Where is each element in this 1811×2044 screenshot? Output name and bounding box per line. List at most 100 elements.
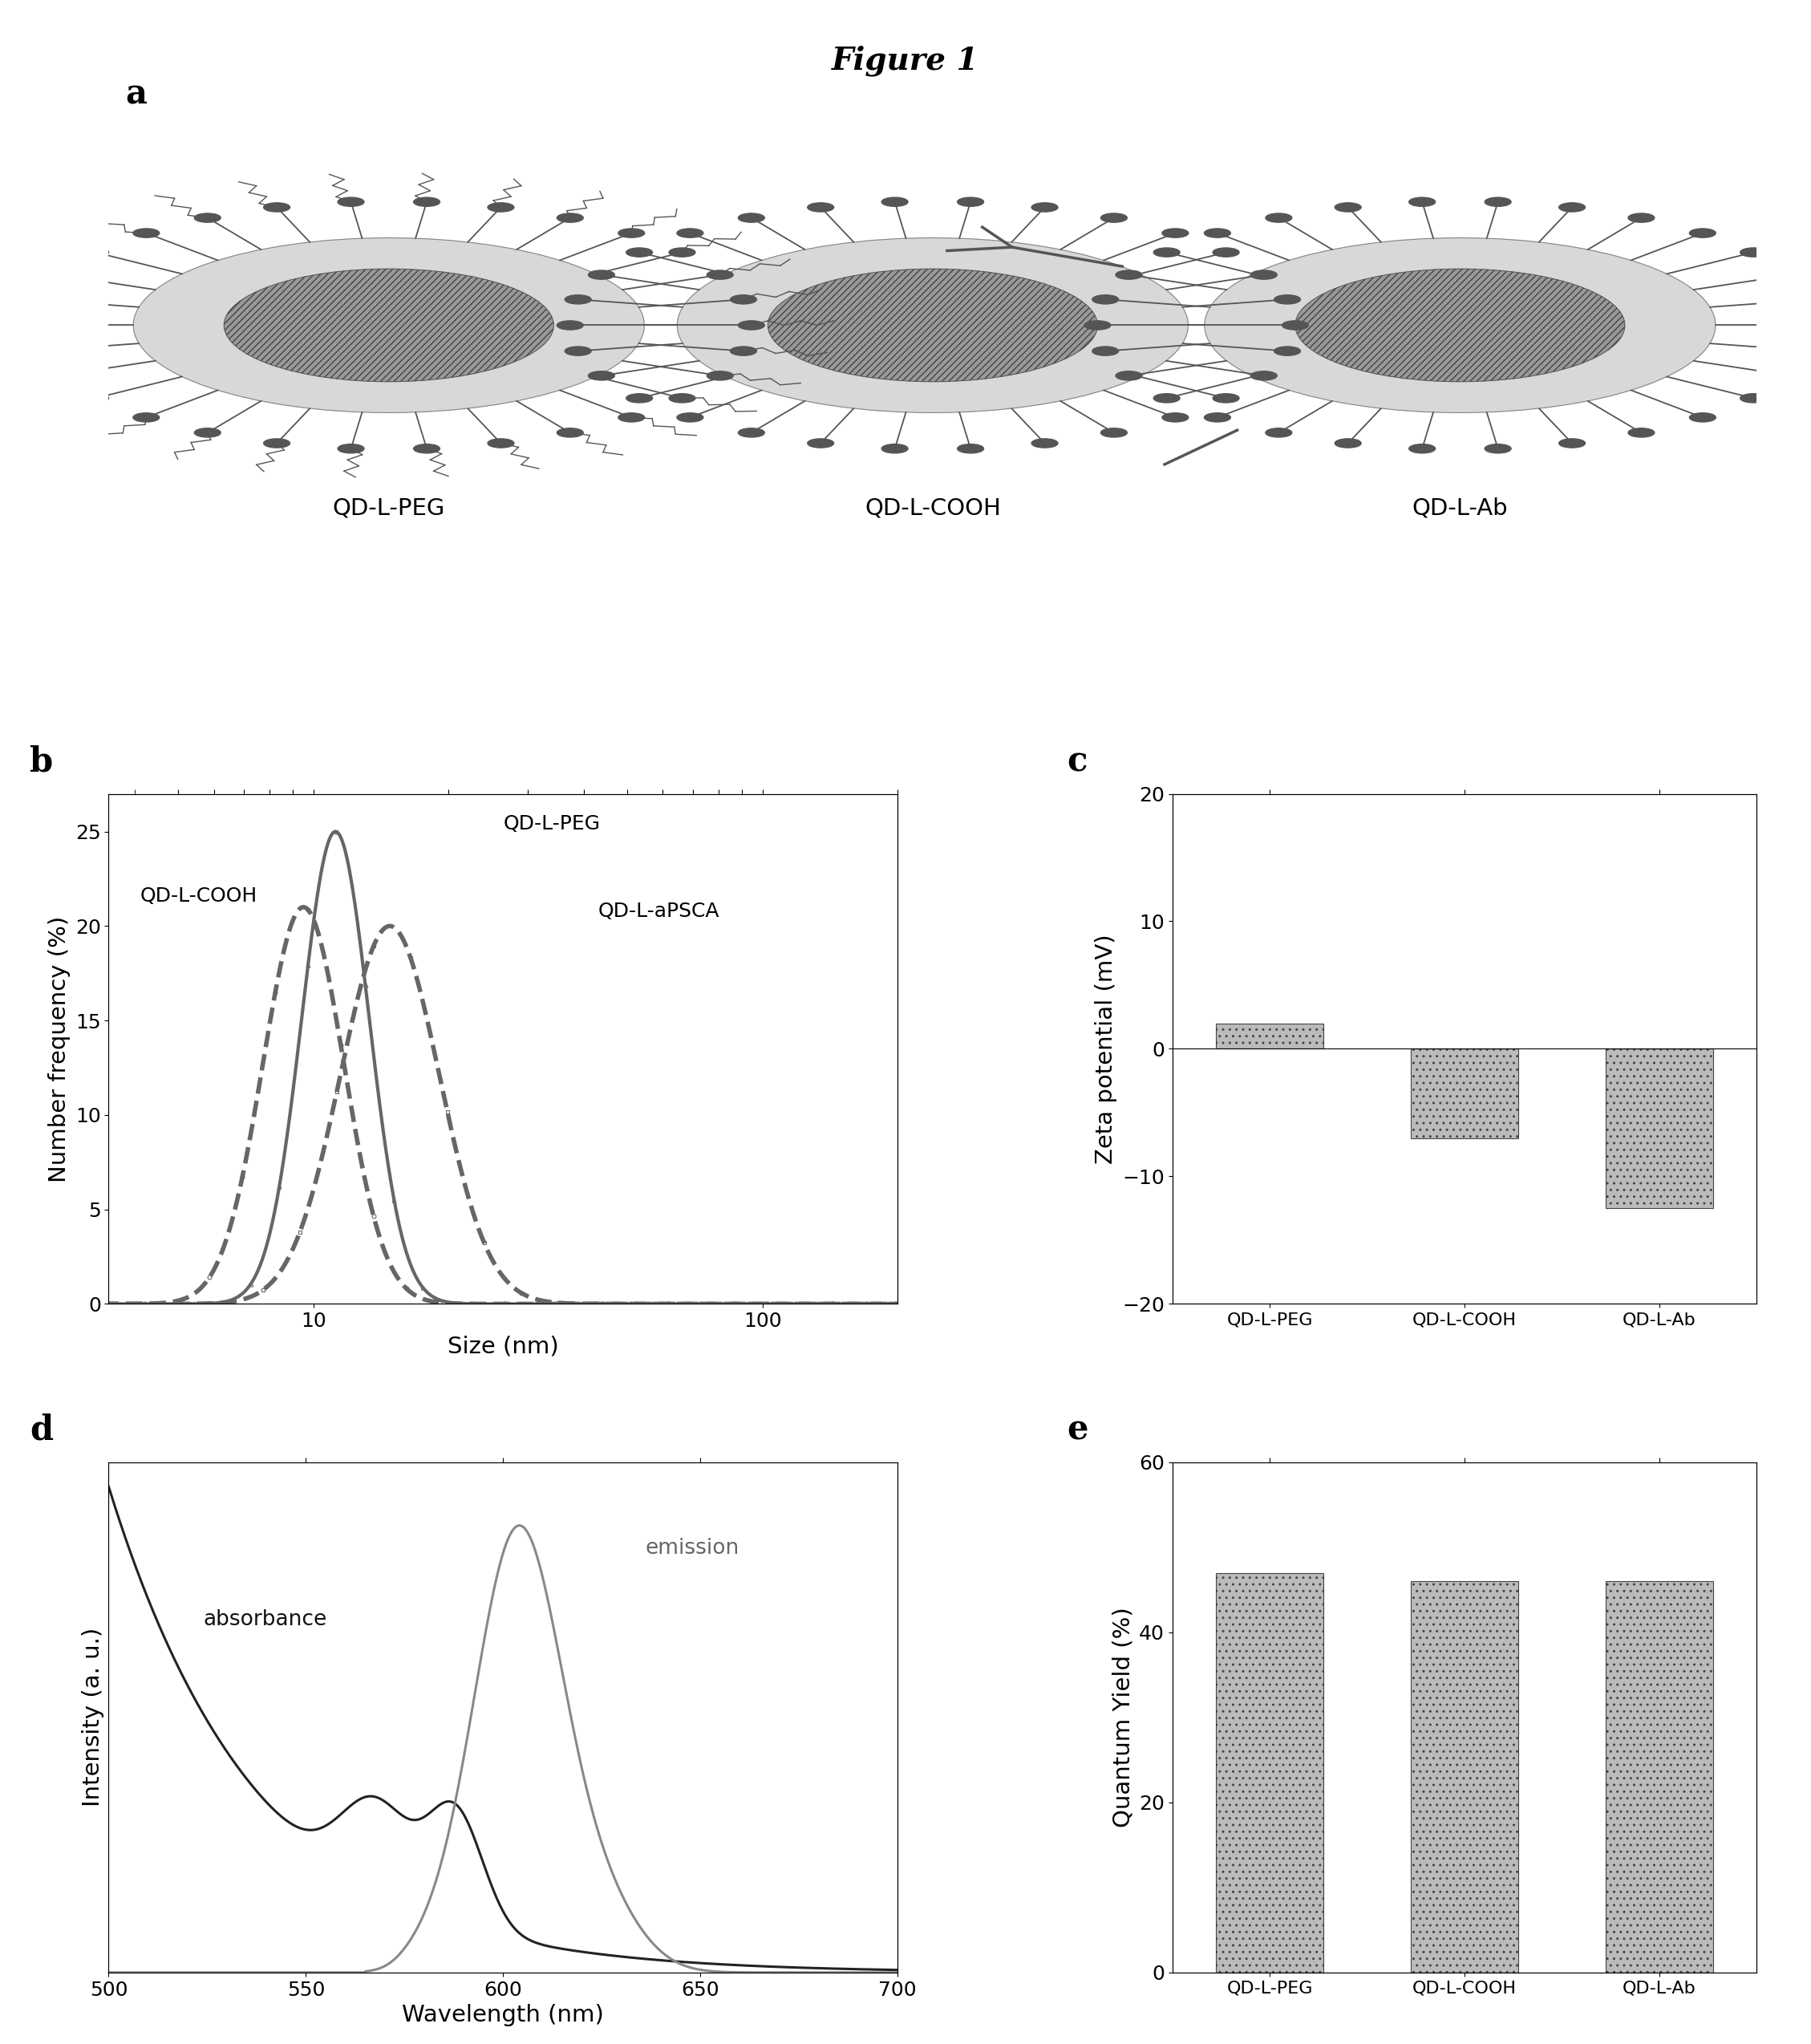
Circle shape: [882, 444, 907, 454]
Circle shape: [1275, 294, 1300, 305]
Circle shape: [668, 394, 695, 403]
Text: absorbance: absorbance: [203, 1609, 328, 1631]
absorbance: [887, 1958, 909, 1983]
Circle shape: [677, 237, 1188, 413]
Circle shape: [22, 294, 47, 305]
Circle shape: [264, 202, 290, 213]
absorbance: [177, 1676, 199, 1701]
Circle shape: [1628, 213, 1655, 223]
Circle shape: [1802, 347, 1811, 356]
Circle shape: [739, 321, 764, 329]
Text: QD-L-COOH: QD-L-COOH: [139, 887, 257, 905]
Circle shape: [1282, 321, 1308, 329]
Text: emission: emission: [645, 1537, 739, 1560]
Circle shape: [225, 270, 554, 382]
Text: QD-L-PEG: QD-L-PEG: [503, 814, 599, 834]
Circle shape: [558, 321, 583, 329]
Circle shape: [194, 427, 221, 437]
Circle shape: [337, 444, 364, 454]
Circle shape: [589, 372, 614, 380]
Circle shape: [558, 427, 583, 437]
Circle shape: [1213, 247, 1239, 258]
Circle shape: [1092, 347, 1119, 356]
Line: emission: emission: [109, 1525, 898, 1972]
Circle shape: [1032, 439, 1058, 448]
Text: a: a: [125, 78, 147, 110]
Circle shape: [1092, 294, 1119, 305]
Circle shape: [1116, 270, 1143, 280]
Circle shape: [1778, 372, 1804, 380]
emission: [98, 1960, 120, 1985]
Text: c: c: [1067, 744, 1087, 779]
Circle shape: [1251, 270, 1277, 280]
Circle shape: [808, 439, 833, 448]
Circle shape: [1740, 394, 1766, 403]
Circle shape: [1559, 439, 1585, 448]
Circle shape: [264, 439, 290, 448]
Circle shape: [1275, 347, 1300, 356]
Circle shape: [565, 294, 590, 305]
Circle shape: [1085, 321, 1110, 329]
Circle shape: [81, 394, 109, 403]
Circle shape: [958, 444, 983, 454]
Circle shape: [668, 247, 695, 258]
Y-axis label: Number frequency (%): Number frequency (%): [49, 916, 71, 1181]
Circle shape: [589, 270, 614, 280]
Circle shape: [1213, 394, 1239, 403]
Circle shape: [1690, 413, 1715, 421]
Line: absorbance: absorbance: [109, 1486, 898, 1970]
Circle shape: [1204, 229, 1231, 237]
Bar: [1217, 1024, 1324, 1049]
Text: d: d: [29, 1412, 53, 1447]
Circle shape: [1163, 413, 1188, 421]
emission: [887, 1960, 909, 1985]
absorbance: [446, 1793, 467, 1817]
Y-axis label: Zeta potential (mV): Zeta potential (mV): [1096, 934, 1117, 1163]
Circle shape: [487, 439, 514, 448]
Circle shape: [808, 202, 833, 213]
Circle shape: [730, 294, 757, 305]
absorbance: [714, 1952, 735, 1977]
absorbance: [639, 1948, 661, 1972]
X-axis label: Wavelength (nm): Wavelength (nm): [402, 2003, 605, 2026]
Circle shape: [618, 229, 645, 237]
Circle shape: [768, 270, 1097, 382]
Circle shape: [337, 198, 364, 206]
Circle shape: [132, 413, 159, 421]
Circle shape: [1740, 247, 1766, 258]
Circle shape: [958, 198, 983, 206]
emission: [714, 1960, 735, 1985]
emission: [641, 1930, 663, 1954]
Y-axis label: Intensity (a. u.): Intensity (a. u.): [81, 1627, 105, 1807]
Circle shape: [1266, 213, 1291, 223]
Circle shape: [627, 247, 652, 258]
Circle shape: [1690, 229, 1715, 237]
Circle shape: [1154, 247, 1181, 258]
Circle shape: [1032, 202, 1058, 213]
Circle shape: [487, 202, 514, 213]
Circle shape: [413, 444, 440, 454]
Circle shape: [194, 213, 221, 223]
Circle shape: [1409, 198, 1436, 206]
Circle shape: [627, 394, 652, 403]
Bar: [1606, 1582, 1713, 1972]
emission: [509, 1513, 531, 1537]
Circle shape: [1628, 427, 1655, 437]
Circle shape: [1154, 394, 1181, 403]
Circle shape: [677, 413, 703, 421]
Bar: [1217, 1572, 1324, 1972]
Circle shape: [565, 347, 590, 356]
Text: QD-L-aPSCA: QD-L-aPSCA: [598, 901, 719, 920]
Circle shape: [706, 270, 733, 280]
Circle shape: [882, 198, 907, 206]
Circle shape: [1485, 198, 1510, 206]
Circle shape: [413, 198, 440, 206]
absorbance: [728, 1952, 750, 1977]
Circle shape: [739, 427, 764, 437]
Bar: [1606, 1049, 1713, 1208]
Text: QD-L-COOH: QD-L-COOH: [864, 497, 1001, 519]
Circle shape: [1251, 372, 1277, 380]
Circle shape: [13, 321, 40, 329]
Text: b: b: [29, 744, 53, 779]
Circle shape: [1204, 413, 1231, 421]
